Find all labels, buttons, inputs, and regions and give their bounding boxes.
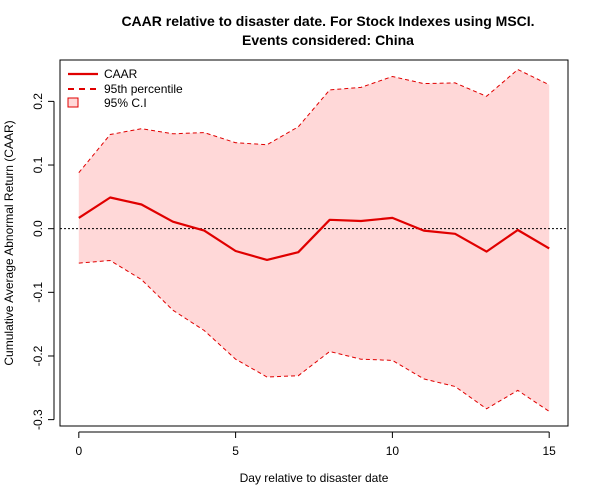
y-axis-label: Cumulative Average Abnormal Return (CAAR… bbox=[2, 120, 16, 365]
legend-percentile-label: 95th percentile bbox=[104, 82, 183, 96]
x-tick-label: 0 bbox=[75, 444, 82, 458]
plot-frame bbox=[59, 59, 569, 427]
ci-band bbox=[78, 69, 550, 412]
y-tick-label: 0.2 bbox=[31, 93, 45, 110]
y-tick-label: -0.1 bbox=[31, 282, 45, 303]
legend-caar-label: CAAR bbox=[104, 67, 138, 81]
y-tick-label: 0.1 bbox=[31, 156, 45, 173]
caar-line bbox=[78, 196, 550, 261]
ci-band-layer bbox=[78, 69, 550, 412]
x-tick-label: 5 bbox=[232, 444, 239, 458]
y-tick-label: 0.0 bbox=[31, 220, 45, 237]
x-axis-label: Day relative to disaster date bbox=[240, 471, 389, 485]
percentile-upper-line bbox=[78, 68, 550, 174]
y-tick-label: -0.2 bbox=[31, 345, 45, 366]
chart-subtitle: Events considered: China bbox=[242, 32, 414, 48]
legend: CAAR 95th percentile 95% C.I bbox=[67, 67, 183, 110]
chart-title: CAAR relative to disaster date. For Stoc… bbox=[121, 13, 534, 29]
percentile-lower-line bbox=[78, 259, 550, 412]
legend-ci-label: 95% C.I bbox=[104, 96, 147, 110]
y-axis: -0.3 -0.2 -0.1 0.0 0.1 0.2 bbox=[31, 93, 55, 430]
x-tick-label: 15 bbox=[543, 444, 557, 458]
legend-ci-swatch bbox=[67, 97, 79, 108]
y-tick-label: -0.3 bbox=[31, 409, 45, 430]
line-layer bbox=[60, 68, 568, 412]
x-axis: 0 5 10 15 bbox=[75, 431, 557, 458]
x-tick-label: 10 bbox=[386, 444, 400, 458]
